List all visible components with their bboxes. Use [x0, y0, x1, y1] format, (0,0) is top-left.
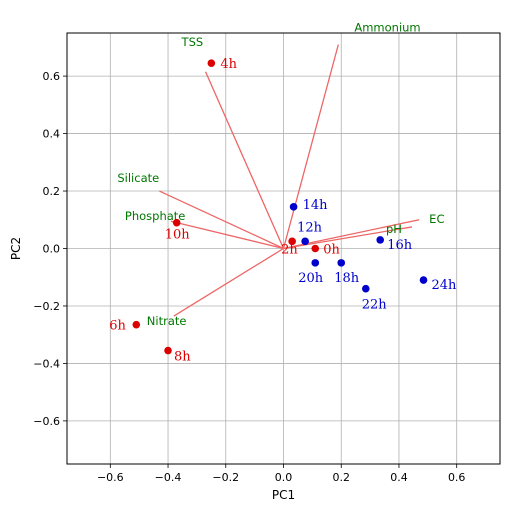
loading-vector-tss	[204, 71, 285, 249]
loading-label-ec: EC	[429, 212, 444, 226]
y-tick-label: 0.6	[43, 70, 61, 83]
score-point-18h	[337, 259, 346, 267]
point-label-22h: 22h	[362, 298, 388, 313]
point-label-16h: 16h	[387, 238, 413, 253]
loading-vector-silicate	[159, 190, 284, 250]
loading-label-ammonium: Ammonium	[354, 20, 420, 34]
score-points: 0h 2h 4h 6h 8h 10h 12h 14h 16h 18h 20h 22h 24h	[109, 57, 457, 364]
loading-vector-ammonium	[282, 44, 339, 249]
score-point-14h	[289, 203, 298, 211]
score-point-20h	[311, 259, 320, 267]
axis-ticks: −0.6 −0.4 −0.2 0.0 0.2 0.4 0.6 −0.6 −0.4 −0.2 0.0 0…	[33, 70, 465, 484]
loading-vector-nitrate	[173, 247, 284, 317]
point-label-10h: 10h	[165, 228, 191, 243]
point-label-8h: 8h	[174, 350, 191, 365]
grid	[67, 33, 500, 464]
loading-label-silicate: Silicate	[117, 171, 159, 185]
score-point-10h	[172, 218, 181, 227]
score-point-12h	[301, 237, 309, 246]
x-tick-label: 0.4	[390, 471, 408, 484]
x-axis-label: PC1	[272, 488, 295, 502]
y-tick-label: −0.4	[33, 357, 60, 370]
y-tick-label: −0.2	[33, 300, 60, 313]
score-point-6h	[132, 320, 141, 329]
y-axis-label: PC2	[9, 237, 23, 260]
loading-label-ph: pH	[386, 222, 402, 236]
x-tick-label: −0.6	[97, 471, 124, 484]
score-point-8h	[164, 346, 172, 355]
point-label-24h: 24h	[432, 278, 458, 293]
score-point-16h	[376, 236, 385, 244]
point-label-14h: 14h	[303, 198, 329, 213]
point-label-4h: 4h	[220, 57, 237, 72]
x-tick-label: 0.0	[275, 471, 293, 484]
x-tick-label: −0.2	[212, 471, 239, 484]
point-label-18h: 18h	[334, 271, 360, 286]
y-tick-label: 0.2	[43, 185, 61, 198]
y-tick-label: 0.4	[43, 128, 61, 141]
score-point-22h	[361, 284, 370, 293]
score-point-24h	[419, 276, 428, 284]
loading-vector-phosphate	[170, 220, 284, 250]
point-label-12h: 12h	[297, 220, 323, 235]
point-label-2h: 2h	[281, 242, 298, 257]
point-label-6h: 6h	[109, 319, 126, 334]
point-label-0h: 0h	[323, 243, 340, 258]
x-tick-label: 0.2	[332, 471, 350, 484]
score-point-2h	[288, 237, 296, 246]
loading-vectors: TSS Ammonium Silicate Phosphate Nitrate EC pH	[117, 20, 444, 328]
x-tick-label: 0.6	[448, 471, 466, 484]
loading-label-nitrate: Nitrate	[147, 314, 187, 328]
score-point-0h	[311, 244, 320, 253]
loading-label-phosphate: Phosphate	[125, 209, 185, 223]
y-tick-label: −0.6	[33, 415, 60, 428]
score-point-4h	[207, 59, 216, 67]
x-tick-label: −0.4	[155, 471, 182, 484]
y-tick-label: 0.0	[43, 243, 61, 256]
loading-label-tss: TSS	[181, 35, 204, 49]
point-label-20h: 20h	[298, 271, 324, 286]
